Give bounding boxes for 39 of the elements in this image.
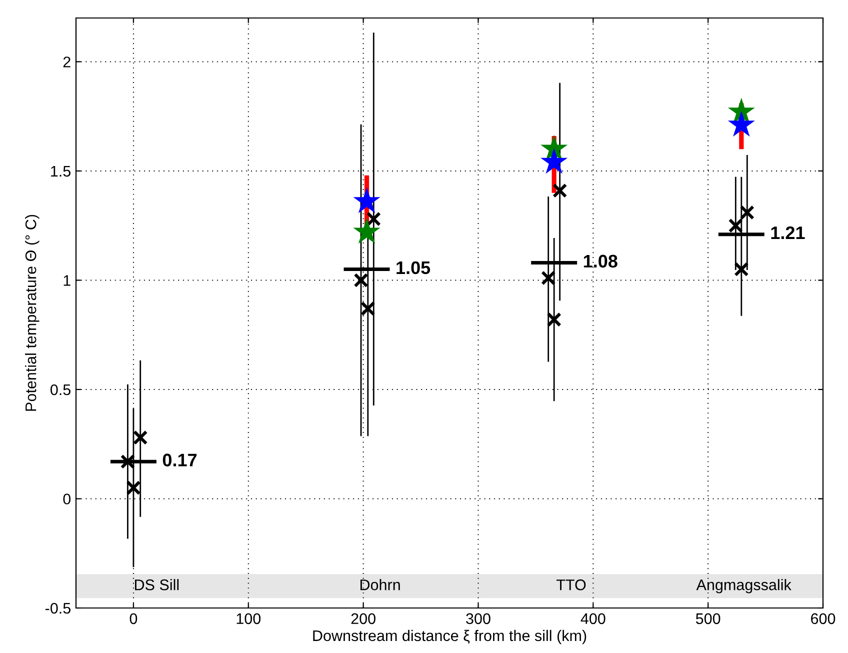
point [728, 218, 743, 233]
point [552, 183, 568, 198]
y-tick-label: 1.5 [51, 166, 70, 177]
annotation: 0.17 [162, 454, 197, 466]
point [126, 480, 141, 496]
y-tick-label: 2 [63, 56, 70, 68]
x-tick-label: 100 [236, 613, 261, 624]
point [734, 262, 749, 277]
annotation: 1.21 [771, 226, 805, 239]
x-tick-label: 600 [811, 613, 836, 624]
point [354, 272, 368, 288]
annotation: TTO [556, 579, 586, 590]
point [353, 187, 380, 214]
annotation: Dohrn [360, 579, 400, 590]
y-axis-title: Potential temperature Θ (° C) [25, 214, 40, 411]
annotation: DS Sill [135, 579, 179, 590]
point [353, 218, 380, 244]
annotation: Angmagssalik [696, 579, 792, 594]
y-tick-label: 1 [64, 275, 70, 286]
x-axis-title: Downstream distance ξ from the sill (km) [313, 630, 586, 644]
x-tick-label: 200 [351, 613, 376, 624]
point [740, 205, 754, 220]
y-tick-label: 0 [63, 494, 71, 504]
x-tick-label: 300 [466, 613, 490, 624]
point [366, 212, 381, 226]
x-tick-label: 0 [130, 613, 138, 624]
point [728, 110, 755, 137]
point [546, 312, 562, 327]
point [133, 430, 148, 445]
y-tick-label: -0.5 [45, 602, 70, 614]
annotation: 1.08 [584, 254, 618, 268]
point [120, 454, 136, 469]
point [360, 301, 376, 316]
x-tick-label: 500 [696, 613, 720, 624]
y-tick-label: 0.5 [50, 384, 70, 396]
point [540, 270, 556, 286]
annotation: 1.05 [396, 261, 430, 274]
point [540, 148, 568, 174]
x-tick-label: 400 [580, 613, 606, 624]
